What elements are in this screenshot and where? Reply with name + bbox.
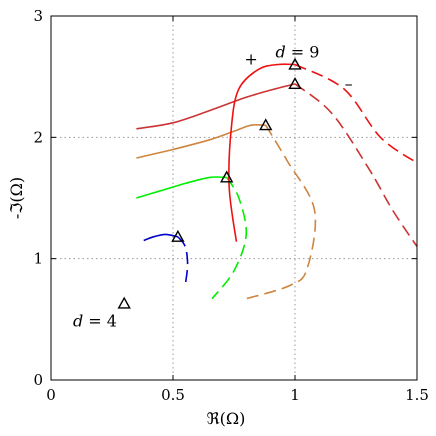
sign-annotation: +: [244, 50, 257, 69]
plot-frame: [50, 15, 418, 381]
curve-annotation: d = 9: [275, 42, 319, 61]
series-3-solid-line: [136, 123, 266, 159]
triangle-marker: [117, 296, 131, 309]
series-1-solid-line: [143, 233, 179, 242]
triangle-marker: [288, 77, 302, 90]
series-5-solid-line: [228, 63, 296, 242]
label-layer: ℜ(Ω) -ℑ(Ω): [7, 177, 245, 428]
y-axis-title: -ℑ(Ω): [7, 177, 26, 219]
series-layer: [136, 63, 418, 300]
triangle-marker: [219, 170, 234, 183]
x-axis-title: ℜ(Ω): [207, 409, 246, 428]
triangle-marker: [288, 57, 302, 70]
y-tick-label: 0: [33, 371, 43, 389]
series-4-solid-line: [136, 83, 296, 130]
tick-layer: 0 0.5 1 1.5 0 1 2 3: [33, 7, 428, 404]
series-3-dashed-line: [245, 124, 317, 300]
annotation-layer: d = 9 d = 4 + –: [73, 42, 353, 330]
y-tick-label: 2: [33, 128, 43, 146]
x-tick-label: 1.5: [405, 386, 429, 404]
series-1-dashed-line: [177, 236, 189, 286]
x-tick-label: 1: [290, 386, 300, 404]
x-tick-label: 0.5: [161, 386, 185, 404]
triangle-marker: [171, 229, 185, 242]
marker-layer: [117, 57, 302, 309]
y-tick-label: 3: [33, 7, 43, 25]
series-5-dashed-line: [294, 63, 418, 164]
curve-annotation: d = 4: [73, 312, 117, 331]
x-tick-label: 0: [46, 386, 56, 404]
series-4-dashed-line: [294, 83, 418, 247]
sign-annotation: –: [345, 74, 353, 93]
series-2-dashed-line: [211, 176, 248, 300]
series-2-solid-line: [136, 176, 227, 199]
y-tick-label: 1: [33, 250, 43, 268]
triangle-marker: [259, 118, 273, 131]
